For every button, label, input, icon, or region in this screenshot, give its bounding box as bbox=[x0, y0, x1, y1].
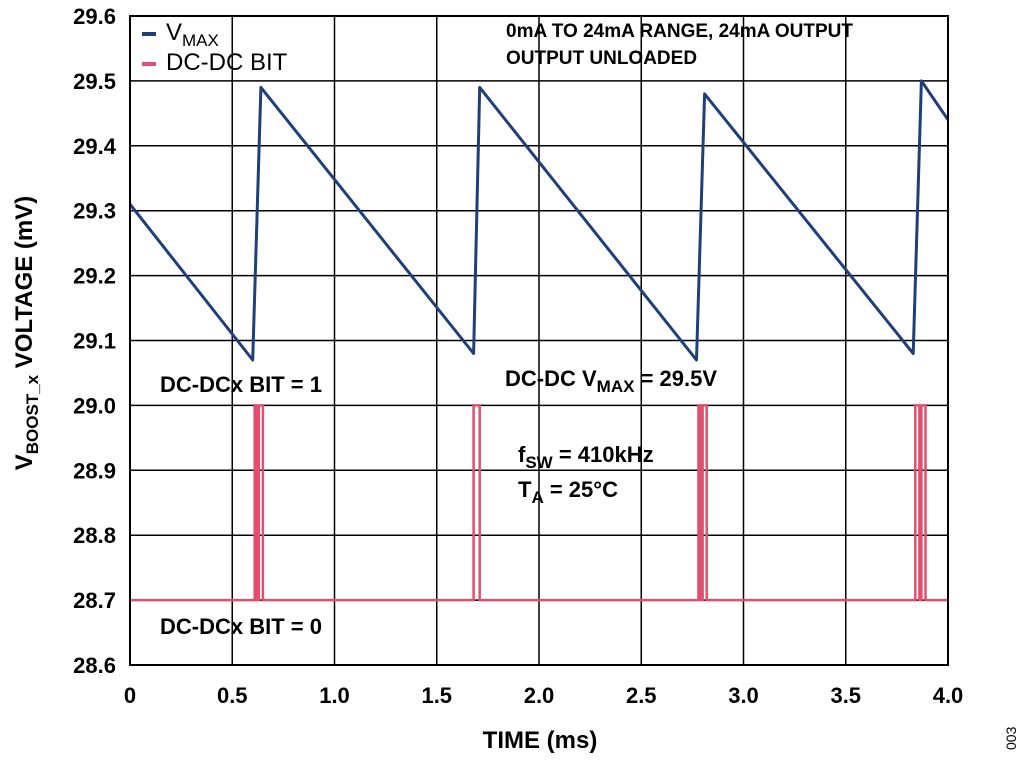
annotation-range-line2: OUTPUT UNLOADED bbox=[506, 48, 697, 69]
y-tick-label: 28.9 bbox=[73, 458, 116, 483]
annotation-range-line1: 0mA TO 24mA RANGE, 24mA OUTPUT bbox=[506, 21, 853, 42]
legend-swatch-dcdc-bit bbox=[142, 62, 156, 66]
y-tick-label: 28.7 bbox=[73, 588, 116, 613]
y-tick-label: 29.4 bbox=[73, 134, 117, 159]
y-tick-label: 29.3 bbox=[73, 199, 116, 224]
x-tick-label: 1.5 bbox=[421, 683, 452, 708]
x-tick-label: 2.0 bbox=[524, 683, 555, 708]
x-tick-label: 0 bbox=[124, 683, 136, 708]
x-tick-label: 3.0 bbox=[728, 683, 759, 708]
y-tick-label: 29.0 bbox=[73, 393, 116, 418]
x-tick-label: 3.5 bbox=[830, 683, 861, 708]
plot-frame bbox=[129, 15, 949, 666]
legend-label-dcdc-bit: DC-DC BIT bbox=[166, 49, 288, 76]
series-dcdc-bit-line bbox=[130, 404, 948, 602]
tick-labels: 0 0.5 1.0 1.5 2.0 2.5 3.0 3.5 4.0 28.6 28.7 28.8 28.… bbox=[73, 4, 963, 708]
annotation-fsw: fSW = 410kHz bbox=[518, 442, 654, 472]
x-tick-label: 2.5 bbox=[626, 683, 657, 708]
y-tick-label: 28.8 bbox=[73, 523, 116, 548]
series-layer bbox=[128, 79, 950, 602]
y-axis-label: VBOOST_x VOLTAGE (mV) bbox=[11, 196, 42, 470]
y-tick-label: 29.5 bbox=[73, 69, 116, 94]
annotation-ta: TA = 25°C bbox=[518, 477, 618, 507]
y-tick-label: 29.6 bbox=[73, 4, 116, 29]
annotation-vmax: DC-DC VMAX = 29.5V bbox=[505, 366, 717, 396]
y-tick-label: 29.1 bbox=[73, 329, 116, 354]
legend-label-vmax: VMAX bbox=[166, 19, 219, 50]
y-tick-label: 28.6 bbox=[73, 653, 116, 678]
x-tick-label: 4.0 bbox=[933, 683, 964, 708]
annotation-bit-low: DC-DCx BIT = 0 bbox=[160, 614, 322, 639]
y-tick-label: 29.2 bbox=[73, 264, 116, 289]
legend-swatch-vmax bbox=[142, 32, 156, 36]
grid bbox=[130, 16, 948, 665]
annotation-bit-high: DC-DCx BIT = 1 bbox=[160, 372, 322, 397]
x-axis-label: TIME (ms) bbox=[483, 727, 598, 754]
series-vmax-line bbox=[128, 79, 950, 362]
legend: VMAX DC-DC BIT bbox=[142, 19, 288, 76]
x-tick-label: 1.0 bbox=[319, 683, 350, 708]
figure-id: 003 bbox=[1003, 726, 1019, 750]
x-tick-label: 0.5 bbox=[217, 683, 248, 708]
